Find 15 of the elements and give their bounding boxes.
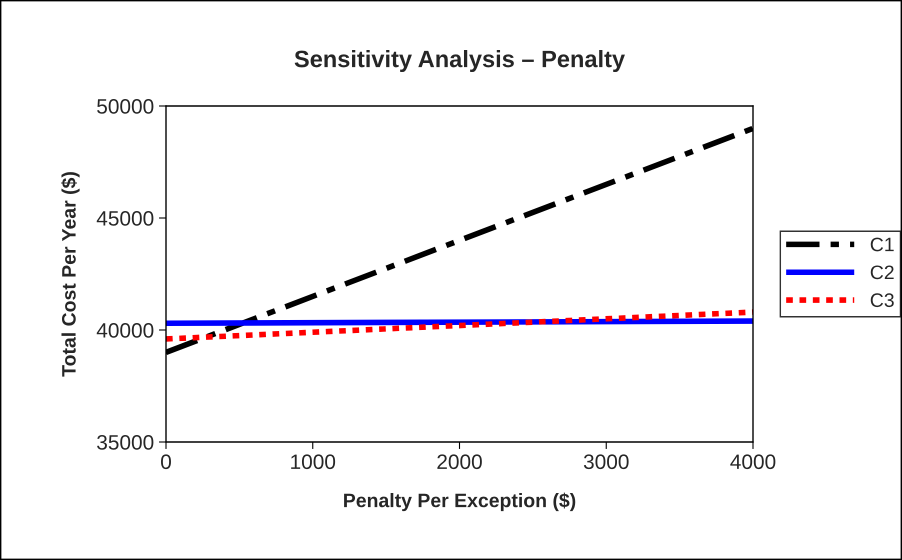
chart-title: Sensitivity Analysis – Penalty [294,50,625,72]
x-tick-label: 3000 [584,454,629,470]
legend-label: C2 [870,265,894,280]
legend-label: C3 [870,293,894,308]
y-tick-label: 40000 [96,323,154,338]
y-axis-title: Total Cost Per Year ($) [61,172,80,377]
x-tick-label: 2000 [437,454,482,470]
y-tick-label: 50000 [97,99,154,114]
y-tick-label: 45000 [96,211,154,226]
x-tick-label: 4000 [730,454,776,470]
y-tick-label: 35000 [97,435,154,450]
legend-label: C1 [870,238,894,252]
x-tick-label: 1000 [291,454,336,470]
x-axis-title: Penalty Per Exception ($) [344,492,576,512]
x-tick-label: 0 [161,454,171,470]
